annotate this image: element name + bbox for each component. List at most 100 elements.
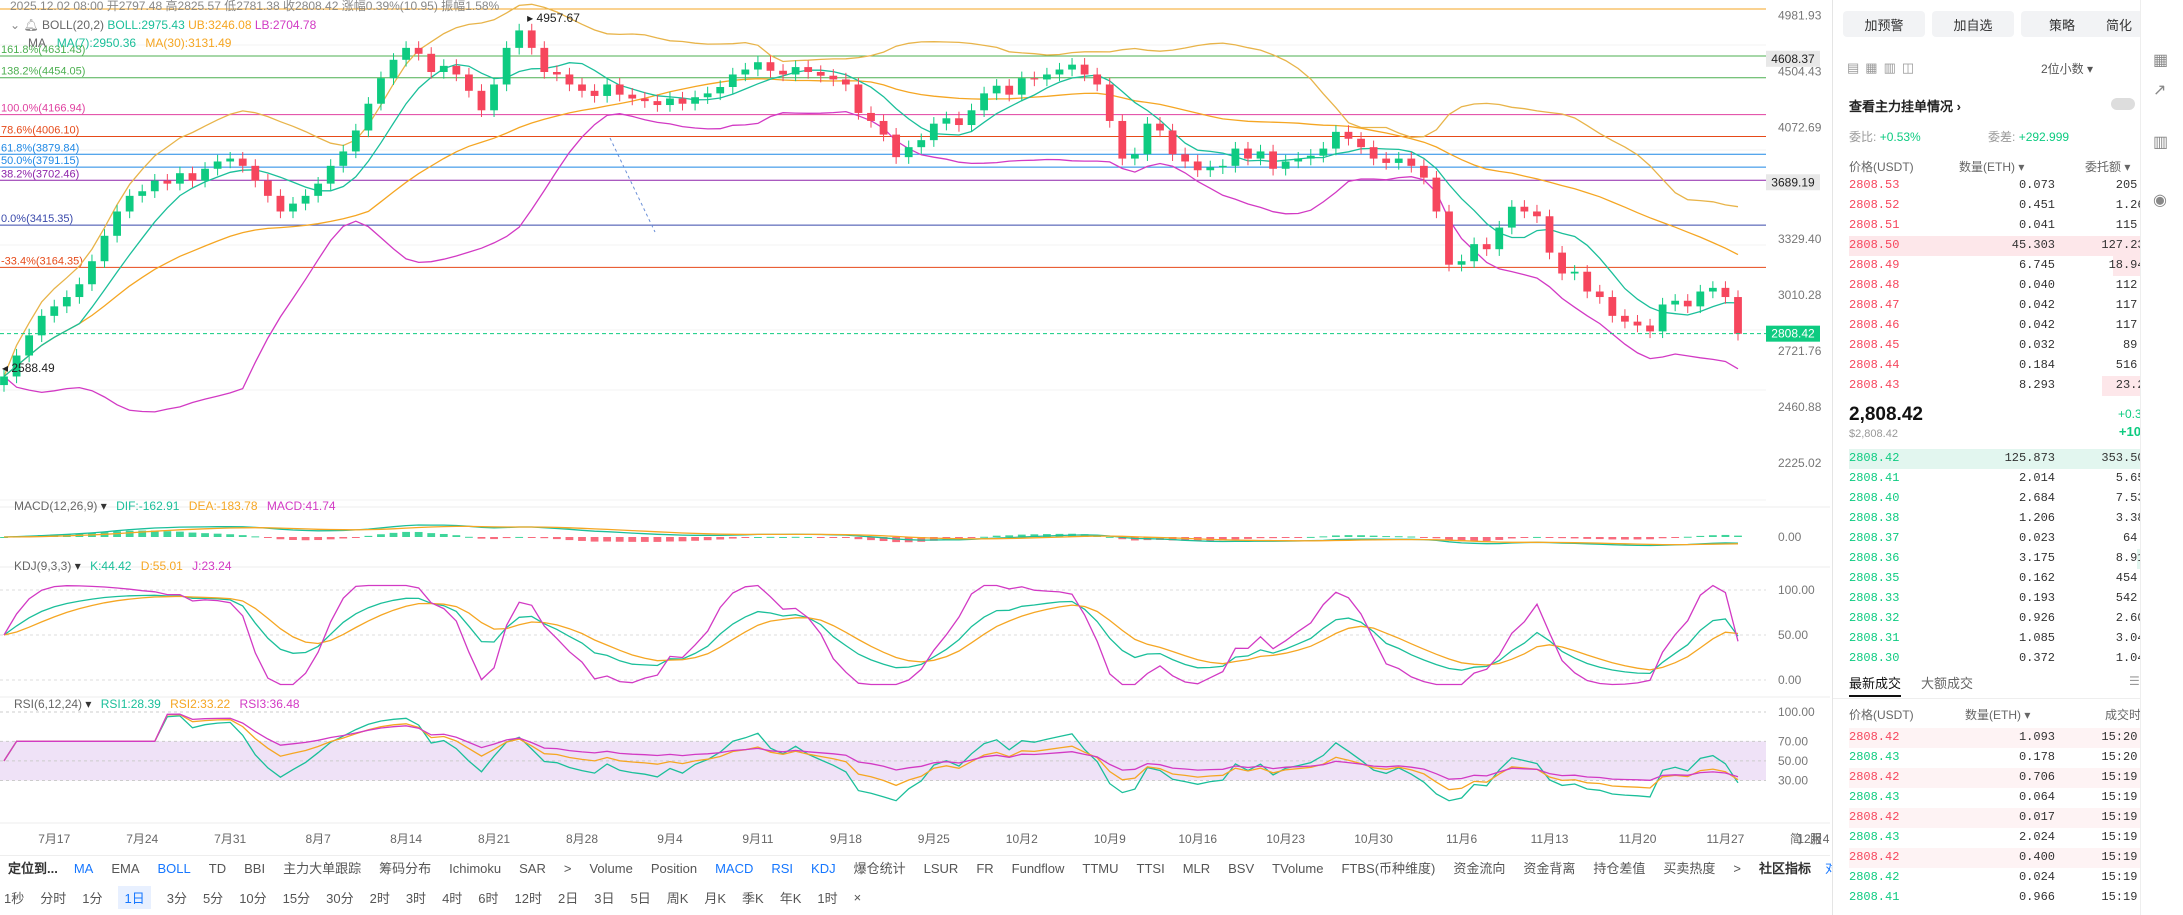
timeframe-9[interactable]: 2时	[369, 890, 390, 906]
indicator-22[interactable]: BSV	[1228, 861, 1255, 876]
kdj-legend[interactable]: KDJ(9,3,3) ▾ K:44.42 D:55.01 J:23.24	[14, 559, 232, 573]
timeframe-0[interactable]: 1秒	[4, 890, 25, 906]
timeframe-11[interactable]: 4时	[442, 890, 463, 906]
timeframe-2[interactable]: 1分	[82, 890, 103, 906]
ask-row[interactable]: 2808.450.03289.87	[1849, 336, 2159, 356]
timeframe-14[interactable]: 2日	[558, 890, 579, 906]
indicator-4[interactable]: BBI	[244, 861, 266, 876]
whale-orders-link[interactable]: 查看主力挂单情况 ›	[1849, 99, 1961, 114]
timeframe-6[interactable]: 10分	[239, 890, 267, 906]
col-qty[interactable]: 数量(ETH) ▾	[1959, 160, 2025, 174]
indicator-16[interactable]: LSUR	[923, 861, 959, 876]
timeframe-16[interactable]: 5日	[630, 890, 651, 906]
bid-row[interactable]: 2808.35 0.162 454.95	[1849, 569, 2159, 589]
timeframe-4[interactable]: 3分	[166, 890, 187, 906]
chevron-down-icon[interactable]: ⌄	[10, 18, 21, 32]
indicator-8[interactable]: SAR	[519, 861, 546, 876]
tab-latest-trades[interactable]: 最新成交	[1849, 673, 1902, 697]
rsi-legend[interactable]: RSI(6,12,24) ▾ RSI1:28.39 RSI2:33.22 RSI…	[14, 697, 300, 711]
timeframe-13[interactable]: 12时	[514, 890, 542, 906]
eye-icon[interactable]: ◉	[2153, 192, 2167, 209]
indicator-25[interactable]: 资金流向	[1453, 861, 1506, 876]
indicator-10[interactable]: Volume	[589, 861, 633, 876]
bar-chart-icon[interactable]: ▥	[2153, 134, 2169, 151]
indicator-21[interactable]: MLR	[1182, 861, 1211, 876]
timeframe-8[interactable]: 30分	[326, 890, 354, 906]
timeframe-7[interactable]: 15分	[282, 890, 311, 906]
ask-row[interactable]: 2808.48 0.040 112.34	[1849, 276, 2159, 296]
ask-row[interactable]: 2808.49 6.745 18.943K	[1849, 256, 2159, 276]
indicator-3[interactable]: TD	[208, 861, 227, 876]
bid-row[interactable]: 2808.41 2.014 5.656K	[1849, 469, 2159, 489]
ma-legend[interactable]: MA MA(7):2950.36 MA(30):3131.49	[28, 36, 232, 50]
ask-row[interactable]: 2808.46 0.042 117.96	[1849, 316, 2159, 336]
indicator-7[interactable]: Ichimoku	[449, 861, 502, 876]
timeframe-1[interactable]: 分时	[40, 890, 67, 906]
candlestick-chart[interactable]: 161.8%(4631.43) 138.2%(4454.05) 100.0%(416…	[0, 0, 1830, 855]
ask-row[interactable]: 2808.47 0.042 117.96	[1849, 296, 2159, 316]
bid-row[interactable]: 2808.42 125.873 353.504K	[1849, 449, 2159, 469]
col-amount[interactable]: 委托额 ▾	[2085, 160, 2131, 174]
timeframe-12[interactable]: 6时	[478, 890, 499, 906]
line-chart-icon[interactable]: ↗	[2153, 82, 2167, 99]
timeframe-17[interactable]: 周K	[666, 890, 689, 906]
indicator-14[interactable]: KDJ	[811, 861, 836, 876]
indicator-0[interactable]: MA	[73, 861, 94, 876]
indicator-15[interactable]: 爆仓统计	[853, 861, 906, 876]
ask-row[interactable]: 2808.43 8.293 23.29K	[1849, 376, 2159, 396]
indicator-9[interactable]: >	[563, 861, 572, 876]
whale-orders-toggle[interactable]	[2111, 98, 2135, 110]
tab-large-trades[interactable]: 大额成交	[1921, 676, 1974, 691]
bid-row[interactable]: 2808.30 0.372 1.045K	[1849, 649, 2159, 669]
indicator-13[interactable]: RSI	[771, 861, 794, 876]
ask-row[interactable]: 2808.53 0.073 205.02	[1849, 176, 2159, 196]
bid-row[interactable]: 2808.38 1.206 3.387K	[1849, 509, 2159, 529]
timeframe-19[interactable]: 季K	[742, 890, 764, 906]
book-layout-icons[interactable]: ▤▦▥◫	[1847, 60, 1921, 75]
macd-legend[interactable]: MACD(12,26,9) ▾ DIF:-162.91 DEA:-183.78 …	[14, 499, 336, 513]
boll-legend[interactable]: ⌄ 🔔︎ BOLL(20,2) BOLL:2975.43 UB:3246.08 …	[10, 18, 317, 32]
indicator-11[interactable]: Position	[650, 861, 698, 876]
indicator-5[interactable]: 主力大单跟踪	[283, 861, 362, 876]
indicator-17[interactable]: FR	[976, 861, 994, 876]
timeframe-20[interactable]: 年K	[779, 890, 802, 906]
indicator-26[interactable]: 资金背离	[1523, 861, 1576, 876]
timeframe-15[interactable]: 3日	[594, 890, 615, 906]
timeframe-5[interactable]: 5分	[202, 890, 224, 906]
precision-select[interactable]: 2位小数 ▾	[2041, 62, 2094, 76]
simplify-button[interactable]: 简化	[2091, 11, 2147, 37]
indicator-19[interactable]: TTMU	[1082, 861, 1119, 876]
bid-row[interactable]: 2808.370.02364.59	[1849, 529, 2159, 549]
grid-icon[interactable]: ▦	[2153, 52, 2169, 69]
ask-row[interactable]: 2808.50 45.303 127.233K	[1849, 236, 2159, 256]
bid-row[interactable]: 2808.32 0.926 2.601K	[1849, 609, 2159, 629]
indicator-12[interactable]: MACD	[715, 861, 754, 876]
indicator-2[interactable]: BOLL	[157, 861, 191, 876]
timeframe-18[interactable]: 月K	[704, 890, 727, 906]
timeframe-21[interactable]: 1时	[817, 890, 838, 906]
strategy-button[interactable]: 策略	[2021, 11, 2103, 37]
ask-row[interactable]: 2808.51 0.041 115.15	[1849, 216, 2159, 236]
indicator-18[interactable]: Fundflow	[1011, 861, 1065, 876]
indicator-27[interactable]: 持仓差值	[1593, 861, 1646, 876]
ask-row[interactable]: 2808.44 0.184 516.75	[1849, 356, 2159, 376]
indicator-6[interactable]: 筹码分布	[379, 861, 432, 876]
indicator-1[interactable]: EMA	[111, 861, 140, 876]
indicator-20[interactable]: TTSI	[1136, 861, 1165, 876]
timeframe-3[interactable]: 1日	[118, 885, 151, 909]
timeframe-10[interactable]: 3时	[405, 890, 427, 906]
locate-button[interactable]: 定位到...	[8, 861, 58, 876]
community-indicators-button[interactable]: 社区指标	[1759, 861, 1812, 876]
indicator-23[interactable]: TVolume	[1272, 861, 1324, 876]
bid-row[interactable]: 2808.36 3.175 8.917K	[1849, 549, 2159, 569]
bid-row[interactable]: 2808.40 2.684 7.538K	[1849, 489, 2159, 509]
indicator-28[interactable]: 买卖热度	[1663, 861, 1716, 876]
bid-row[interactable]: 2808.31 1.085 3.047K	[1849, 629, 2159, 649]
indicator-24[interactable]: FTBS(币种维度)	[1341, 861, 1436, 876]
add-watchlist-button[interactable]: 加自选	[1932, 11, 2014, 37]
bell-icon[interactable]: 🔔︎	[23, 18, 39, 32]
add-alert-button[interactable]: 加预警	[1843, 11, 1925, 37]
timeframe-22[interactable]: ×	[853, 889, 862, 905]
indicator-29[interactable]: >	[1733, 861, 1742, 876]
bid-row[interactable]: 2808.33 0.193 542.01	[1849, 589, 2159, 609]
